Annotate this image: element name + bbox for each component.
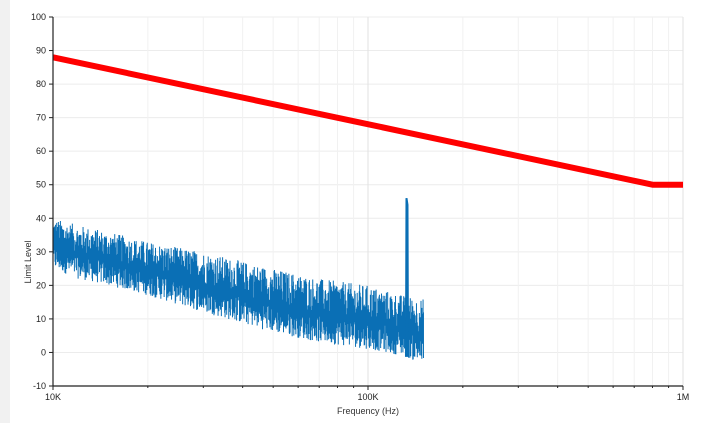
y-tick-label: 70 — [36, 113, 46, 123]
x-axis-title: Frequency (Hz) — [337, 406, 399, 416]
x-tick-label: 1M — [677, 392, 690, 402]
y-tick-label: 60 — [36, 146, 46, 156]
y-tick-label: 0 — [41, 347, 46, 357]
limit-line — [52, 54, 683, 188]
left-panel-strip — [0, 0, 10, 423]
y-tick-label: 20 — [36, 280, 46, 290]
x-tick-label: 10K — [45, 392, 61, 402]
y-tick-label: 40 — [36, 213, 46, 223]
y-tick-label: 10 — [36, 314, 46, 324]
y-tick-label: 100 — [31, 12, 46, 22]
y-tick-label: 50 — [36, 180, 46, 190]
y-tick-label: -10 — [33, 381, 46, 391]
x-tick-label: 100K — [357, 392, 378, 402]
y-tick-label: 90 — [36, 46, 46, 56]
axes-layer: -10 0 10 20 30 40 50 60 70 80 90 100 10K 100K 1M — [31, 12, 689, 402]
y-tick-label: 80 — [36, 79, 46, 89]
y-axis-title: Limit Level — [23, 240, 33, 283]
emission-peak — [404, 197, 409, 357]
y-tick-label: 30 — [36, 247, 46, 257]
